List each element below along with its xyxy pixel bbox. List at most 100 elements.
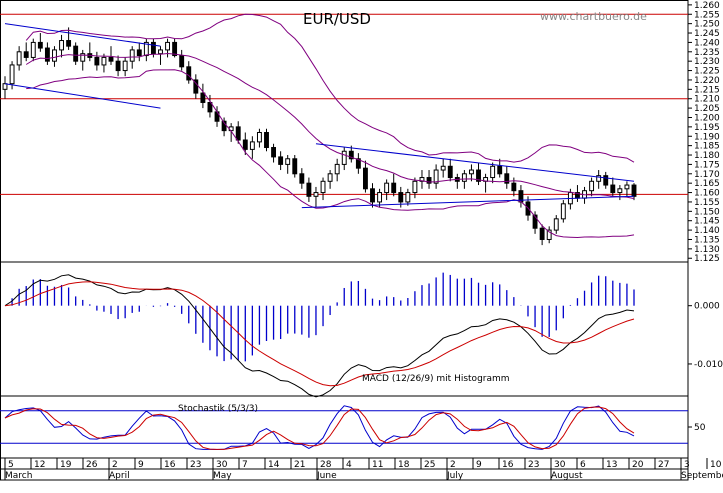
candle-body — [23, 51, 29, 58]
y-tick-label: 1.145 — [694, 217, 720, 227]
trendline-upper-early — [4, 23, 161, 47]
candle-body — [596, 175, 602, 182]
macd-label: MACD (12/26/9) mit Histogramm — [362, 374, 510, 384]
y-tick-label: 1.225 — [694, 67, 720, 77]
y-tick-label: 1.200 — [694, 113, 720, 123]
x-month-label: March — [5, 471, 32, 481]
candle-body — [129, 49, 135, 62]
x-day-label: 9 — [138, 460, 144, 470]
candle-body — [334, 163, 340, 175]
candle-body — [299, 173, 305, 184]
candle-body — [9, 64, 15, 85]
candle-body — [94, 56, 100, 66]
x-day-label: 16 — [502, 460, 514, 470]
x-day-label: 11 — [372, 460, 383, 470]
candle-body — [589, 180, 595, 192]
candle-body — [158, 49, 163, 55]
candle-body — [30, 41, 36, 58]
x-month-label: May — [213, 471, 232, 481]
candle-body — [193, 79, 199, 94]
candle-body — [122, 60, 128, 72]
candle-body — [384, 182, 390, 194]
candle-body — [370, 188, 375, 203]
candle-body — [610, 184, 616, 194]
candle-body — [497, 165, 503, 175]
y-tick-label: 1.135 — [694, 235, 720, 245]
candle-body — [115, 60, 121, 72]
y-tick-label: 1.170 — [694, 170, 720, 180]
candle-body — [313, 192, 319, 197]
candle-body — [101, 56, 107, 66]
candle-body — [327, 173, 333, 182]
candle-body — [490, 165, 496, 179]
x-day-label: 26 — [86, 460, 98, 470]
x-day-label: 23 — [190, 460, 201, 470]
candle-body — [271, 147, 277, 158]
x-day-label: 19 — [60, 460, 72, 470]
candle-body — [306, 182, 312, 197]
y-tick-label: 1.195 — [694, 123, 720, 133]
bollinger-middle-line — [25, 52, 635, 200]
x-month-label: September — [681, 471, 723, 481]
candle-body — [52, 49, 57, 62]
trendline-lower-late — [301, 195, 635, 209]
bollinger-lower-line — [26, 69, 635, 239]
candle-body — [447, 165, 453, 179]
y-tick-label: 1.130 — [694, 245, 720, 255]
candle-body — [412, 180, 418, 194]
x-day-label: 3 — [684, 460, 690, 470]
x-day-label: 2 — [450, 460, 456, 470]
x-day-label: 9 — [476, 460, 482, 470]
candle-body — [553, 218, 559, 231]
x-day-label: 25 — [424, 460, 435, 470]
candle-body — [426, 177, 432, 184]
candle-body — [37, 41, 43, 49]
candle-body — [624, 184, 630, 190]
y-tick-label: 1.240 — [694, 38, 720, 48]
x-day-label: 10 — [710, 460, 722, 470]
y-tick-label: 1.150 — [694, 207, 720, 217]
plot-frame — [0, 0, 689, 481]
x-day-label: 5 — [8, 460, 14, 470]
watermark: www.chartbuero.de — [540, 10, 647, 23]
y-tick-label: 1.245 — [694, 29, 720, 39]
candle-body — [200, 92, 206, 103]
candle-body — [539, 227, 545, 240]
x-month-label: August — [551, 471, 583, 481]
x-day-label: 27 — [658, 460, 669, 470]
candle-body — [617, 188, 623, 194]
y-tick-label: 1.175 — [694, 160, 720, 170]
candle-body — [476, 169, 481, 182]
y-tick-label: 1.190 — [694, 132, 720, 142]
y-tick-label: 1.160 — [694, 189, 720, 199]
candle-body — [631, 184, 637, 197]
x-day-label: 30 — [554, 460, 566, 470]
candle-body — [207, 101, 213, 113]
candle-body — [143, 41, 149, 57]
candle-body — [235, 126, 241, 141]
y-tick-label: 1.205 — [694, 104, 720, 114]
stochastic-k-line — [4, 405, 635, 451]
candle-body — [108, 56, 114, 62]
candle-body — [546, 229, 552, 240]
y-tick-label: 1.210 — [694, 95, 720, 105]
candle-body — [150, 41, 156, 55]
candle-body — [292, 158, 298, 175]
candle-body — [461, 173, 467, 182]
candle-body — [398, 192, 404, 203]
x-month-label: April — [109, 471, 130, 481]
candle-body — [186, 66, 192, 81]
x-day-label: 18 — [398, 460, 410, 470]
candle-body — [603, 175, 609, 186]
x-day-label: 13 — [606, 460, 617, 470]
candle-body — [355, 158, 361, 169]
candle-body — [73, 45, 79, 62]
candle-body — [362, 167, 368, 190]
candle-body — [59, 40, 64, 51]
stochastic-d-line — [4, 406, 635, 450]
candle-body — [165, 41, 170, 51]
candle-body — [172, 41, 178, 57]
macd-line — [4, 274, 635, 398]
